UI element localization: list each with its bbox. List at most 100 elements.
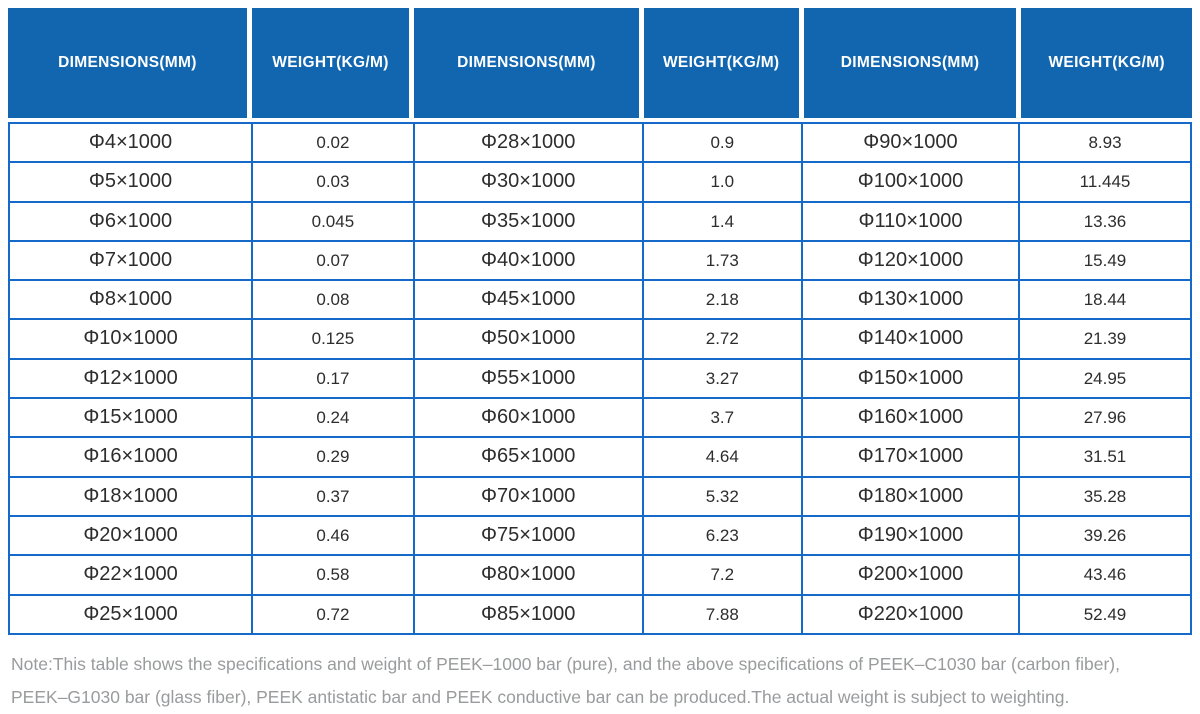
weight-cell: 0.07 xyxy=(253,241,415,280)
dimension-cell: Φ35×1000 xyxy=(415,202,644,240)
table-row: Φ12×1000 0.17 Φ55×1000 3.27 Φ150×1000 24.95 xyxy=(10,359,1190,400)
note-line-1: Note:This table shows the specifications… xyxy=(11,653,1120,674)
weight-cell: 21.39 xyxy=(1083,329,1127,349)
weight-cell: 0.29 xyxy=(253,438,415,476)
table-row: Φ5×1000 0.03 Φ30×1000 1.0 Φ100×1000 11.445 xyxy=(10,163,1190,203)
dimension-cell: Φ190×1000 xyxy=(803,516,1021,555)
weight-cell: 35.28 xyxy=(1083,486,1127,506)
note-line-2: PEEK–G1030 bar (glass fiber), PEEK antis… xyxy=(11,686,1070,707)
dimension-cell: Φ8×1000 xyxy=(10,281,254,319)
weight-cell: 1.73 xyxy=(644,241,803,280)
weight-cell: 27.96 xyxy=(1083,408,1127,428)
weight-cell: 11.445 xyxy=(1079,172,1131,192)
weight-cell: 15.49 xyxy=(1083,250,1127,270)
weight-cell: 18.44 xyxy=(1083,290,1127,310)
header-weight-1: WEIGHT(KG/M) xyxy=(251,8,415,118)
header-dimensions-2: DIMENSIONS(MM) xyxy=(414,8,644,118)
dimension-cell: Φ80×1000 xyxy=(415,556,644,594)
dimension-cell: Φ7×1000 xyxy=(10,241,254,280)
weight-cell: 2.18 xyxy=(644,281,803,319)
dimension-cell: Φ20×1000 xyxy=(10,516,254,555)
weight-cell: 0.08 xyxy=(253,281,415,319)
dimension-cell: Φ70×1000 xyxy=(415,477,644,515)
table-row: Φ4×1000 0.02 Φ28×1000 0.9 Φ90×1000 8.93 xyxy=(10,124,1190,164)
dimension-cell: Φ170×1000 xyxy=(803,438,1021,476)
weight-cell: 0.17 xyxy=(253,359,415,398)
dimension-cell: Φ160×1000 xyxy=(803,399,1021,437)
dimension-cell: Φ15×1000 xyxy=(10,399,254,437)
dimension-cell: Φ45×1000 xyxy=(415,281,644,319)
dimension-cell: Φ22×1000 xyxy=(10,556,254,594)
weight-cell: 0.24 xyxy=(253,399,415,437)
dimension-cell: Φ90×1000 xyxy=(803,124,1021,162)
dimension-cell: Φ200×1000 xyxy=(803,556,1021,594)
dimension-cell: Φ6×1000 xyxy=(10,202,254,240)
table-row: Φ6×1000 0.045 Φ35×1000 1.4 Φ110×1000 13.36 xyxy=(10,202,1190,242)
table-row: Φ10×1000 0.125 Φ50×1000 2.72 Φ140×1000 21.39 xyxy=(10,320,1190,360)
table-row: Φ16×1000 0.29 Φ65×1000 4.64 Φ170×1000 31.51 xyxy=(10,438,1190,478)
table-row: Φ8×1000 0.08 Φ45×1000 2.18 Φ130×1000 18.44 xyxy=(10,281,1190,321)
weight-cell: 4.64 xyxy=(644,438,803,476)
weight-cell: 0.37 xyxy=(253,477,415,515)
weight-cell: 0.9 xyxy=(644,124,803,162)
header-dimensions-3: DIMENSIONS(MM) xyxy=(803,8,1022,118)
weight-cell: 3.27 xyxy=(644,359,803,398)
weight-cell: 6.23 xyxy=(644,516,803,555)
weight-cell: 0.03 xyxy=(253,163,415,201)
table-body: Φ4×1000 0.02 Φ28×1000 0.9 Φ90×1000 8.93 Φ5×100… xyxy=(8,122,1192,635)
dimension-cell: Φ16×1000 xyxy=(10,438,254,476)
weight-cell: 5.32 xyxy=(644,477,803,515)
dimension-cell: Φ10×1000 xyxy=(10,320,254,358)
dimension-cell: Φ55×1000 xyxy=(415,359,644,398)
dimension-cell: Φ28×1000 xyxy=(415,124,644,162)
dimension-cell: Φ130×1000 xyxy=(803,281,1021,319)
dimension-cell: Φ110×1000 xyxy=(803,202,1021,240)
weight-cell: 0.58 xyxy=(253,556,415,594)
weight-cell: 0.045 xyxy=(253,202,415,240)
header-weight-3: WEIGHT(KG/M) xyxy=(1021,8,1192,118)
note-text: Note:This table shows the specifications… xyxy=(11,648,1197,714)
dimension-cell: Φ75×1000 xyxy=(415,516,644,555)
weight-cell: 31.51 xyxy=(1083,447,1127,467)
dimension-cell: Φ65×1000 xyxy=(415,438,644,476)
dimension-cell: Φ60×1000 xyxy=(415,399,644,437)
dimension-cell: Φ85×1000 xyxy=(415,595,644,633)
dimension-cell: Φ40×1000 xyxy=(415,241,644,280)
weight-cell: 0.125 xyxy=(253,320,415,358)
dimension-cell: Φ180×1000 xyxy=(803,477,1021,515)
weight-cell: 2.72 xyxy=(644,320,803,358)
weight-cell: 7.88 xyxy=(644,595,803,633)
table-row: Φ7×1000 0.07 Φ40×1000 1.73 Φ120×1000 15.49 xyxy=(10,241,1190,282)
weight-cell: 1.0 xyxy=(644,163,803,201)
table-row: Φ25×1000 0.72 Φ85×1000 7.88 Φ220×1000 52.49 xyxy=(10,595,1190,633)
weight-cell: 0.72 xyxy=(253,595,415,633)
header-dimensions-1: DIMENSIONS(MM) xyxy=(8,8,252,118)
dimension-cell: Φ50×1000 xyxy=(415,320,644,358)
weight-cell: 43.46 xyxy=(1083,565,1127,585)
dimension-cell: Φ25×1000 xyxy=(10,595,254,633)
weight-cell: 0.46 xyxy=(253,516,415,555)
weight-cell: 52.49 xyxy=(1083,604,1127,624)
weight-cell: 7.2 xyxy=(644,556,803,594)
table-row: Φ22×1000 0.58 Φ80×1000 7.2 Φ200×1000 43.46 xyxy=(10,556,1190,596)
weight-cell: 0.02 xyxy=(253,124,415,162)
table-row: Φ18×1000 0.37 Φ70×1000 5.32 Φ180×1000 35.28 xyxy=(10,477,1190,517)
dimension-cell: Φ5×1000 xyxy=(10,163,254,201)
table-row: Φ15×1000 0.24 Φ60×1000 3.7 Φ160×1000 27.96 xyxy=(10,399,1190,439)
dimension-cell: Φ4×1000 xyxy=(10,124,254,162)
weight-cell: 39.26 xyxy=(1083,525,1127,545)
dimension-cell: Φ150×1000 xyxy=(803,359,1021,398)
header-weight-2: WEIGHT(KG/M) xyxy=(643,8,804,118)
weight-cell: 13.36 xyxy=(1083,211,1127,231)
dimension-cell: Φ100×1000 xyxy=(803,163,1021,201)
table-header-row: DIMENSIONS(MM) WEIGHT(KG/M) DIMENSIONS(M… xyxy=(8,8,1192,118)
weight-cell: 8.93 xyxy=(1088,133,1122,152)
table-row: Φ20×1000 0.46 Φ75×1000 6.23 Φ190×1000 39.26 xyxy=(10,516,1190,557)
dimension-cell: Φ140×1000 xyxy=(803,320,1021,358)
dimension-cell: Φ220×1000 xyxy=(803,595,1021,633)
dimension-cell: Φ120×1000 xyxy=(803,241,1021,280)
dimension-cell: Φ12×1000 xyxy=(10,359,254,398)
weight-cell: 1.4 xyxy=(644,202,803,240)
dimension-cell: Φ30×1000 xyxy=(415,163,644,201)
